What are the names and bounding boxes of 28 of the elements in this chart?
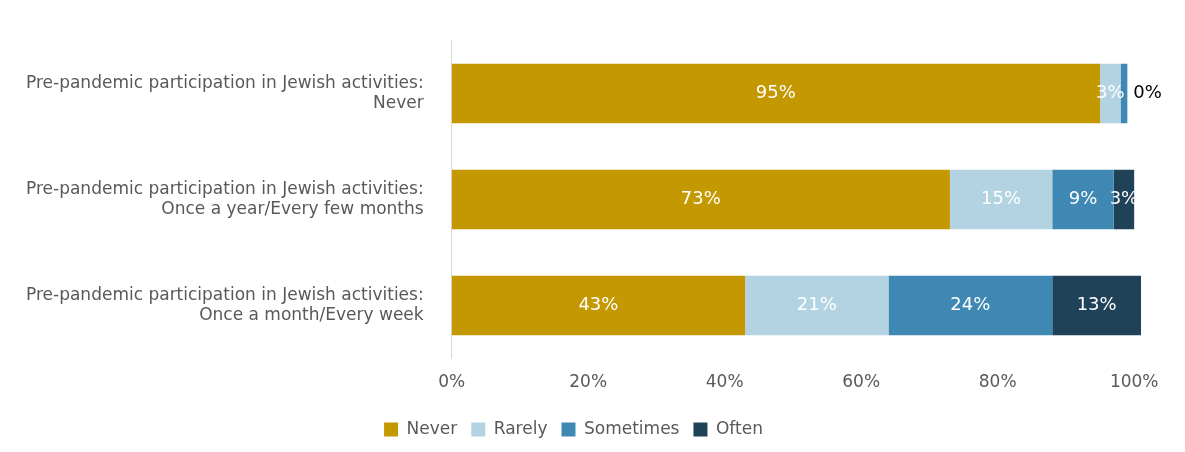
bar xyxy=(451,275,746,336)
data-label: 21% xyxy=(796,293,837,315)
x-tick-label: 80% xyxy=(978,371,1017,392)
bar xyxy=(1052,275,1141,336)
data-label: 0% xyxy=(1133,81,1162,103)
data-label: 95% xyxy=(755,81,796,103)
x-tick-label: 40% xyxy=(705,371,744,392)
y-tick-label: Pre-pandemic participation in Jewish activities: Once a month/Every week xyxy=(25,283,424,325)
x-tick-label: 60% xyxy=(842,371,881,392)
bar xyxy=(451,169,950,230)
data-label: 43% xyxy=(578,293,619,315)
legend-label: Sometimes xyxy=(583,417,680,438)
legend-label: Rarely xyxy=(493,417,548,438)
legend-label: Never xyxy=(406,417,458,438)
bar xyxy=(949,169,1053,230)
data-label: 73% xyxy=(680,187,721,209)
data-label: 15% xyxy=(981,187,1022,209)
x-tick-label: 0% xyxy=(438,371,466,392)
bar xyxy=(745,275,889,336)
data-label: 13% xyxy=(1076,293,1117,315)
y-tick-label: Pre-pandemic participation in Jewish activities: Never xyxy=(25,71,424,113)
y-tick-label: Pre-pandemic participation in Jewish activities: Once a year/Every few months xyxy=(25,177,424,219)
data-label: 24% xyxy=(950,293,991,315)
x-tick-label: 100% xyxy=(1109,371,1159,392)
data-label: 9% xyxy=(1068,187,1098,209)
bar xyxy=(888,275,1053,336)
x-tick-label: 20% xyxy=(569,371,608,392)
legend-label: Often xyxy=(715,417,763,438)
